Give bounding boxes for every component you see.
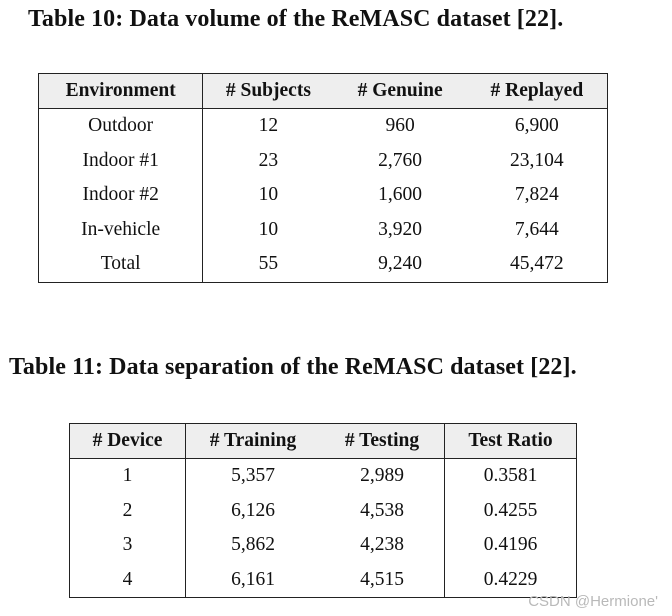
table-11: # Device # Training # Testing Test Ratio…	[69, 423, 577, 598]
table-cell: Indoor #2	[38, 178, 204, 213]
table-cell: 5,357	[231, 465, 275, 487]
table-cell: 6,126	[231, 499, 275, 521]
table-cell: Outdoor	[38, 108, 204, 144]
table-row: 3 5,862 4,238 0.4196	[69, 528, 577, 563]
column-header-subjects: # Subjects	[202, 73, 334, 109]
table-cell: Total	[38, 247, 204, 282]
table-cell: Indoor #1	[38, 143, 204, 178]
table-cell: 0.4196	[483, 534, 538, 556]
table-cell: 4,538	[320, 493, 445, 528]
table-row: Indoor #2 10 1,600 7,824	[38, 178, 608, 213]
table-cell: 7,824	[514, 184, 559, 206]
table-10: Environment # Subjects # Genuine # Repla…	[38, 73, 608, 283]
table-cell: 9,240	[378, 253, 423, 275]
table-cell: 4,515	[320, 562, 445, 598]
table-cell: 12	[258, 115, 279, 137]
table-cell: 4	[69, 562, 186, 598]
table-header-row: # Device # Training # Testing Test Ratio	[69, 423, 577, 459]
table-row: Outdoor 12 960 6,900	[38, 108, 608, 144]
table-cell: 5,862	[231, 534, 275, 556]
column-header-environment: Environment	[38, 73, 204, 109]
table-cell: 1,600	[378, 184, 423, 206]
watermark: CSDN @Hermione'	[528, 593, 658, 610]
table-cell: 6,900	[514, 115, 559, 137]
table-cell: 0.3581	[483, 465, 538, 487]
table-cell: 2	[69, 493, 186, 528]
table-row: 2 6,126 4,538 0.4255	[69, 493, 577, 528]
table-cell: 7,644	[514, 218, 559, 240]
table-row: 4 6,161 4,515 0.4229	[69, 562, 577, 598]
table-header-row: Environment # Subjects # Genuine # Repla…	[38, 73, 608, 109]
table-cell: 10	[258, 184, 279, 206]
table-cell: 23	[258, 149, 279, 171]
table-cell: 1	[69, 458, 186, 494]
table-cell: 2,989	[320, 458, 445, 494]
table-row: 1 5,357 2,989 0.3581	[69, 458, 577, 494]
table-cell: 10	[258, 218, 279, 240]
table-cell: In-vehicle	[38, 212, 204, 247]
column-header-replayed: # Replayed	[466, 73, 608, 109]
table-row-total: Total 55 9,240 45,472	[38, 247, 608, 282]
table-cell: 3	[69, 528, 186, 563]
table-cell: 45,472	[510, 253, 564, 275]
table-row: In-vehicle 10 3,920 7,644	[38, 212, 608, 247]
column-header-device: # Device	[69, 423, 186, 459]
table-cell: 0.4229	[483, 568, 538, 590]
table-cell: 3,920	[378, 218, 423, 240]
table-10-caption: Table 10: Data volume of the ReMASC data…	[28, 6, 564, 32]
column-header-genuine: # Genuine	[333, 73, 467, 109]
table-cell: 4,238	[320, 528, 445, 563]
column-header-training: # Training	[185, 423, 320, 459]
table-cell: 23,104	[510, 149, 564, 171]
table-row: Indoor #1 23 2,760 23,104	[38, 143, 608, 178]
column-header-testing: # Testing	[320, 423, 445, 459]
table-cell: 0.4255	[483, 499, 538, 521]
table-cell: 6,161	[231, 568, 275, 590]
table-cell: 2,760	[378, 149, 423, 171]
table-cell: 55	[258, 253, 279, 275]
column-header-test-ratio: Test Ratio	[444, 423, 577, 459]
table-11-caption: Table 11: Data separation of the ReMASC …	[9, 354, 577, 380]
table-cell: 960	[385, 115, 415, 137]
